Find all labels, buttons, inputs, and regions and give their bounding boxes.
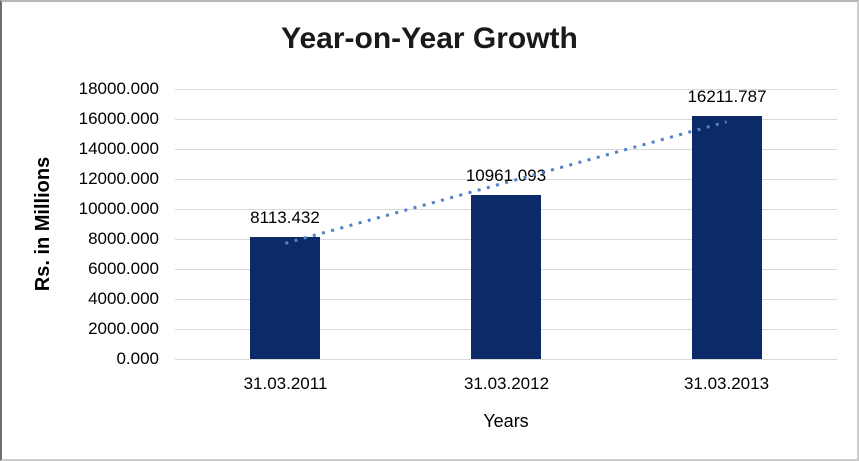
chart-title: Year-on-Year Growth [281, 22, 578, 55]
x-category-label: 31.03.2011 [243, 374, 328, 393]
data-label: 8113.432 [250, 208, 320, 227]
data-label: 10961.093 [465, 166, 547, 185]
data-label: 16211.787 [687, 87, 767, 106]
gridline [175, 359, 837, 360]
y-tick-label: 12000.000 [78, 169, 159, 188]
bar [692, 116, 762, 359]
y-tick-label: 2000.000 [88, 319, 159, 338]
y-tick-label: 18000.000 [78, 79, 159, 98]
y-tick-label: 10000.000 [78, 199, 159, 218]
y-tick-label: 14000.000 [78, 139, 159, 158]
gridline [175, 89, 837, 90]
bar [250, 237, 320, 359]
y-tick-label: 8000.000 [88, 229, 159, 248]
bar [471, 195, 541, 359]
x-category-label: 31.03.2012 [463, 374, 550, 393]
x-category-label: 31.03.2013 [683, 374, 770, 393]
y-tick-label: 6000.000 [88, 259, 159, 278]
y-tick-label: 0.000 [116, 349, 159, 368]
x-axis-title: Years [483, 411, 529, 431]
y-tick-label: 4000.000 [88, 289, 159, 308]
gridline [175, 119, 837, 120]
y-tick-label: 16000.000 [78, 109, 159, 128]
